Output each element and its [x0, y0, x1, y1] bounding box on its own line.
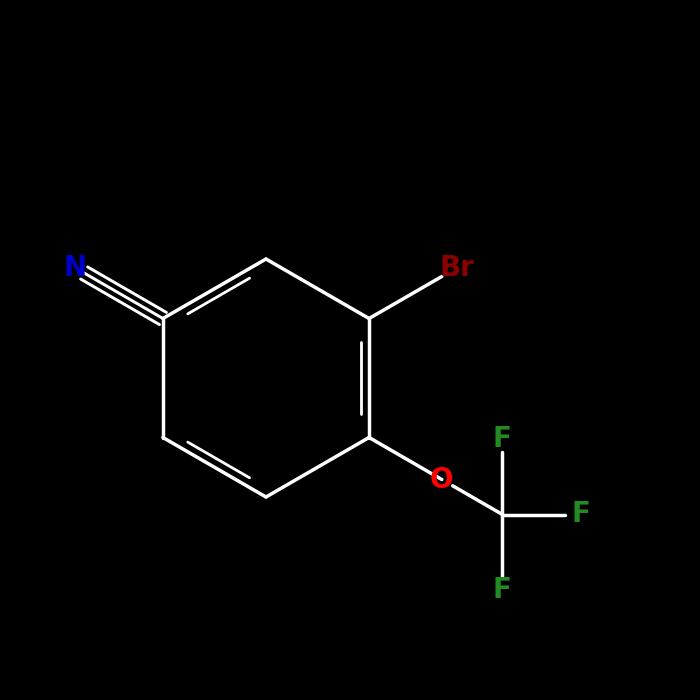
Text: Br: Br	[440, 254, 475, 282]
Text: O: O	[430, 466, 454, 493]
Text: F: F	[493, 425, 512, 453]
Text: F: F	[571, 500, 590, 528]
Text: F: F	[493, 576, 512, 604]
Text: N: N	[64, 254, 87, 282]
